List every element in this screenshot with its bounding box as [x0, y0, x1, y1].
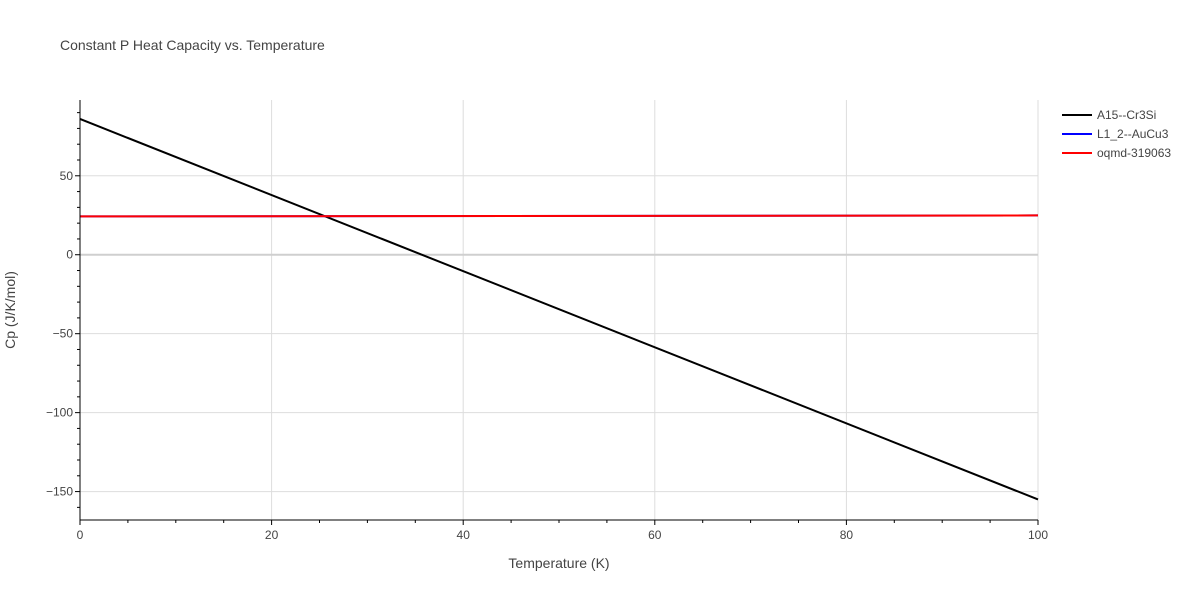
x-tick-label: 0: [77, 528, 84, 542]
y-tick-label: −100: [46, 406, 73, 420]
axes: 0 20 40 60 80 100 50 0 −50 −100 −150: [46, 100, 1048, 542]
series-line-oqmd-319063: [79, 214, 1039, 218]
y-tick-label: 0: [66, 248, 73, 262]
grid: [80, 100, 1039, 520]
x-axis-title: Temperature (K): [508, 555, 609, 571]
legend-label-oqmd-319063[interactable]: oqmd-319063: [1097, 146, 1171, 160]
y-tick-label: −150: [46, 485, 73, 499]
y-tick-label: 50: [60, 169, 74, 183]
x-tick-label: 40: [457, 528, 471, 542]
x-tick-label: 100: [1028, 528, 1048, 542]
legend[interactable]: A15--Cr3Si L1_2--AuCu3 oqmd-319063: [1062, 108, 1171, 160]
x-tick-label: 60: [648, 528, 662, 542]
y-axis-title: Cp (J/K/mol): [2, 271, 18, 349]
x-tick-label: 20: [265, 528, 279, 542]
y-tick-label: −50: [53, 327, 74, 341]
legend-label-l1-2-aucu3[interactable]: L1_2--AuCu3: [1097, 127, 1169, 141]
series-line-a15-cr3si: [79, 118, 1039, 501]
series-layer: [79, 118, 1039, 501]
x-tick-label: 80: [840, 528, 854, 542]
chart-title: Constant P Heat Capacity vs. Temperature: [60, 37, 325, 53]
legend-label-a15-cr3si[interactable]: A15--Cr3Si: [1097, 108, 1156, 122]
